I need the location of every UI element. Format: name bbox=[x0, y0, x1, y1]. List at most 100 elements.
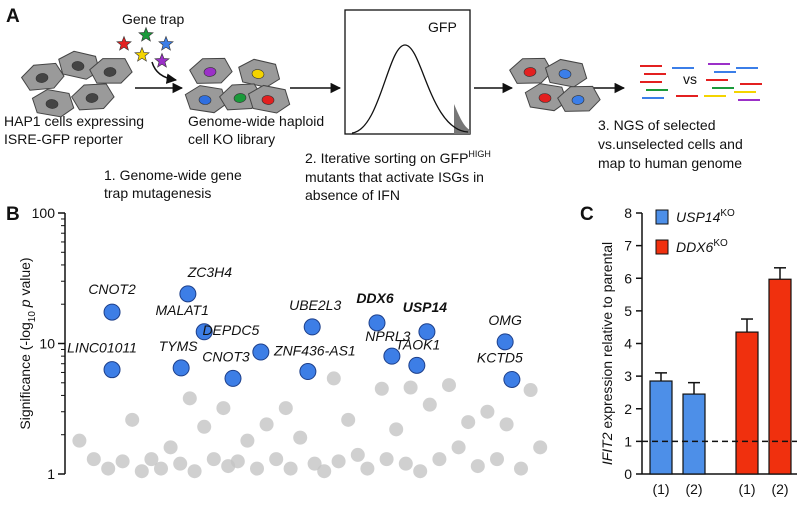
background-point bbox=[317, 464, 332, 479]
bar bbox=[649, 380, 673, 475]
background-point bbox=[398, 456, 413, 471]
gene-point bbox=[503, 370, 521, 388]
cell bbox=[247, 84, 291, 114]
gene-label: CNOT2 bbox=[88, 281, 136, 297]
y-label-part: expression relative to parental bbox=[599, 242, 615, 433]
step1-text: trap mutagenesis bbox=[104, 185, 211, 201]
background-point bbox=[451, 440, 466, 455]
gene-label: OMG bbox=[488, 312, 522, 328]
background-point bbox=[307, 456, 322, 471]
cell bbox=[58, 50, 101, 80]
y-label-part: IFIT2 bbox=[599, 432, 615, 465]
background-point bbox=[533, 440, 548, 455]
gene-label: LINC01011 bbox=[67, 340, 137, 356]
background-point bbox=[144, 452, 159, 467]
y-label-part: Significance (-log bbox=[17, 322, 33, 429]
nucleus bbox=[35, 73, 49, 83]
background-point bbox=[461, 415, 476, 430]
y-label-part: value) bbox=[17, 257, 33, 299]
background-point bbox=[259, 417, 274, 432]
step1-text: 1. Genome-wide gene bbox=[104, 167, 242, 183]
gene-label: KCTD5 bbox=[477, 349, 523, 365]
background-point bbox=[197, 419, 212, 434]
background-point bbox=[278, 401, 293, 416]
background-point bbox=[182, 391, 197, 406]
nucleus bbox=[558, 69, 572, 79]
nucleus bbox=[261, 95, 275, 105]
nucleus bbox=[571, 95, 585, 105]
cell bbox=[189, 57, 233, 84]
gene-label: TAOK1 bbox=[395, 336, 440, 352]
background-point bbox=[125, 412, 140, 427]
x-tick-label: (1) bbox=[652, 481, 669, 497]
gene-label: NPRL3 bbox=[365, 328, 410, 344]
star bbox=[158, 35, 174, 51]
background-point bbox=[240, 433, 255, 448]
background-point bbox=[216, 401, 231, 416]
background-point bbox=[86, 452, 101, 467]
background-point bbox=[480, 404, 495, 419]
gene-label: DEPDC5 bbox=[202, 322, 259, 338]
panel-label: B bbox=[6, 204, 20, 225]
y-tick-label: 0 bbox=[624, 466, 632, 482]
gene-point bbox=[383, 347, 401, 365]
nucleus bbox=[198, 95, 212, 105]
y-tick-label: 7 bbox=[624, 238, 632, 254]
nucleus bbox=[71, 61, 85, 71]
gene-label: DDX6 bbox=[356, 290, 394, 306]
gene-point bbox=[224, 369, 242, 387]
gene-point bbox=[179, 285, 197, 303]
background-point bbox=[206, 452, 221, 467]
x-tick-label: (1) bbox=[738, 481, 755, 497]
legend-name: DDX6 bbox=[676, 239, 714, 255]
legend-name: USP14 bbox=[676, 209, 721, 225]
background-point bbox=[379, 452, 394, 467]
background-point bbox=[101, 461, 116, 476]
background-point bbox=[230, 454, 245, 469]
nucleus bbox=[538, 93, 552, 103]
nucleus bbox=[523, 67, 537, 77]
gene-label: TYMS bbox=[159, 338, 199, 354]
bar bbox=[682, 393, 706, 475]
gene-label: ZC3H4 bbox=[187, 264, 233, 280]
gene-point bbox=[103, 303, 121, 321]
y-label-part: p bbox=[17, 299, 33, 311]
y-tick-label: 100 bbox=[32, 205, 56, 221]
cell bbox=[544, 58, 588, 88]
star bbox=[116, 35, 132, 51]
panel-label: C bbox=[580, 204, 594, 225]
gene-point bbox=[299, 363, 317, 381]
y-tick-label: 2 bbox=[624, 401, 632, 417]
background-point bbox=[374, 381, 389, 396]
y-tick-label: 10 bbox=[39, 336, 55, 352]
y-tick-label: 3 bbox=[624, 368, 632, 384]
bar bbox=[768, 278, 792, 475]
background-point bbox=[403, 380, 418, 395]
background-point bbox=[360, 461, 375, 476]
background-point bbox=[442, 378, 456, 393]
cell bbox=[31, 89, 75, 118]
chart-c: C 0 1 2 3 4 5 6 7 8 IFIT2 expression relative to p… bbox=[580, 204, 797, 497]
nucleus bbox=[251, 69, 265, 79]
vs-label: vs bbox=[683, 71, 697, 87]
background-point bbox=[154, 461, 168, 476]
step2-text: 2. Iterative sorting on GFPHIGH bbox=[305, 149, 491, 166]
step2-text: mutants that activate ISGs in bbox=[305, 169, 484, 185]
gene-point bbox=[252, 343, 270, 361]
y-tick-label: 4 bbox=[624, 336, 632, 352]
background-point bbox=[331, 454, 346, 469]
background-point bbox=[514, 461, 528, 476]
cell bbox=[20, 62, 65, 91]
background-point bbox=[432, 452, 447, 467]
step2-text: absence of IFN bbox=[305, 187, 400, 203]
gene-point bbox=[418, 323, 436, 341]
nucleus bbox=[85, 93, 99, 103]
star bbox=[134, 46, 150, 62]
background-point bbox=[293, 430, 308, 445]
cell bbox=[71, 83, 115, 111]
gene-point bbox=[195, 323, 213, 341]
x-tick-label: (2) bbox=[771, 481, 788, 497]
background-point bbox=[134, 464, 149, 479]
